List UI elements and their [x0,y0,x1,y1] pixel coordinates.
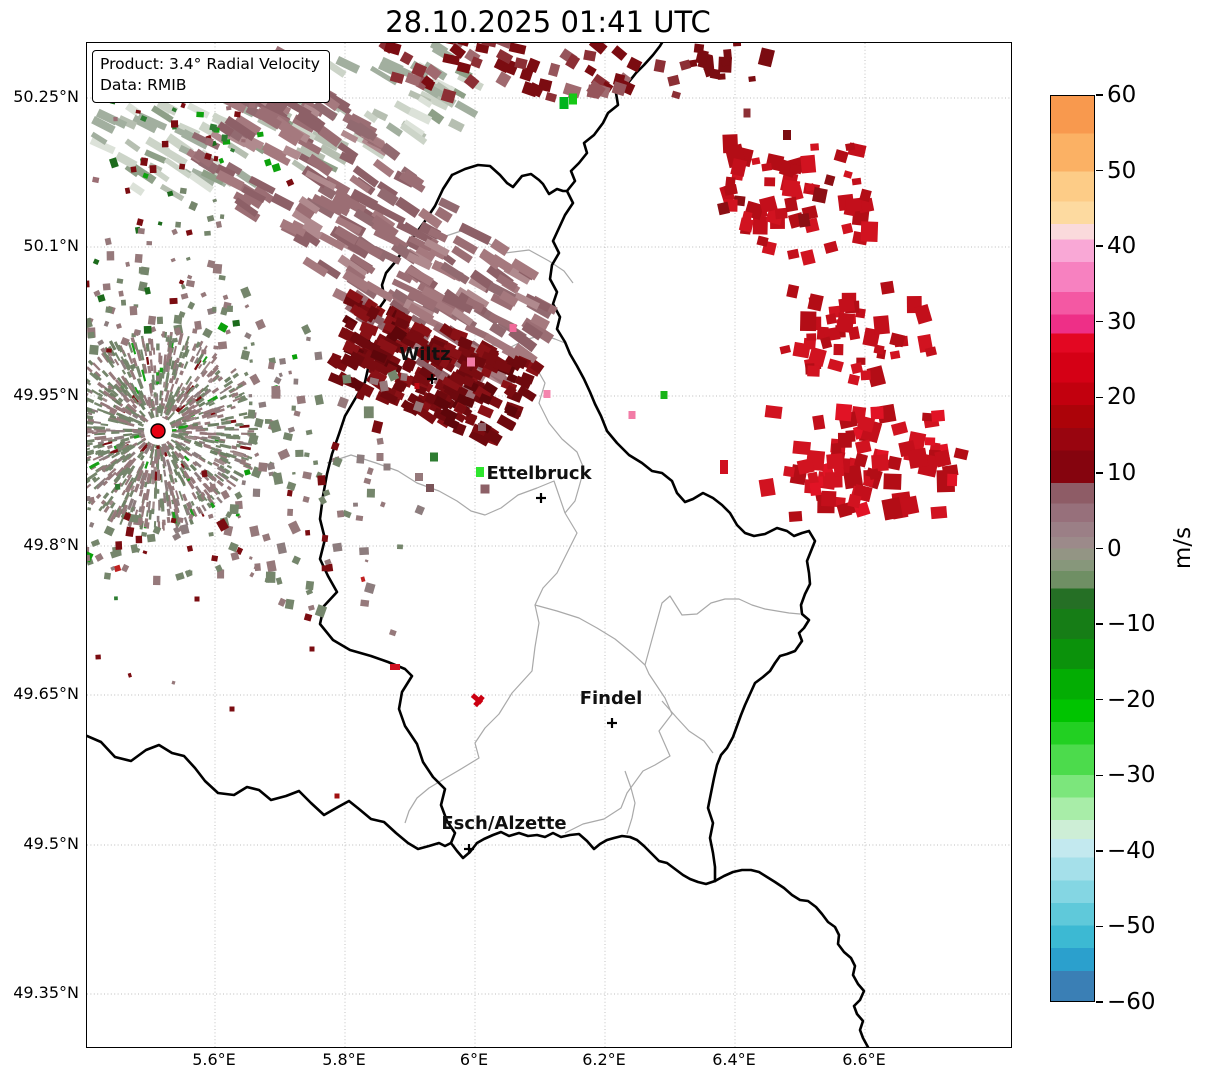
radar-cells-east-red-north [717,134,879,266]
y-tick-label: 49.35°N [13,983,79,1002]
colorbar-tick-mark [1096,1001,1103,1003]
figure-title: 28.10.2025 01:41 UTC [385,5,711,39]
map-canvas: Wiltz Ettelbruck Findel Esch/Alzette [87,43,1011,1047]
city-label: Ettelbruck [486,463,592,484]
x-tick-label: 5.8°E [322,1050,366,1069]
colorbar-tick-label: 0 [1107,535,1122,562]
colorbar-unit-label: m/s [1170,526,1196,570]
colorbar-tick-mark [1096,245,1103,247]
colorbar-tick-mark [1096,472,1103,474]
radar-cells-east-red-mid [779,280,938,388]
city-marker [427,374,437,384]
radar-cells-clutter-halo [87,253,341,586]
product-label: Product: 3.4° Radial Velocity [100,55,320,73]
radar-cells-west-sparse [87,187,241,337]
country-borders [87,43,870,1047]
y-tick-label: 50.25°N [13,87,79,106]
colorbar-tick-label: −30 [1107,762,1156,789]
y-tick-label: 49.95°N [13,385,79,404]
colorbar-tick-label: −50 [1107,913,1156,940]
colorbar-tick-mark [1096,547,1103,550]
x-tick-label: 6.2°E [582,1050,626,1069]
city-label: Wiltz [399,344,450,365]
colorbar-tick-mark [1096,925,1103,928]
city-marker [536,493,546,503]
colorbar-tick-label: −60 [1107,989,1156,1015]
x-tick-label: 6°E [459,1050,489,1069]
radar-cells-east-red-south [758,403,969,522]
radar-site-marker [144,417,172,445]
city-annotations: Wiltz Ettelbruck Findel Esch/Alzette [399,344,642,854]
radar-cells-ne-top-cluster [653,43,775,100]
city-label: Findel [580,688,643,709]
colorbar-tick-mark [1096,94,1103,96]
city-marker [464,844,474,854]
x-tick-label: 6.4°E [712,1050,756,1069]
colorbar-tick-label: −10 [1107,611,1156,638]
colorbar-tick-mark [1096,698,1103,701]
y-tick-label: 50.1°N [23,236,79,255]
colorbar-tick-label: 50 [1107,157,1137,184]
colorbar-tick-label: 10 [1107,459,1137,486]
radar-cells-nw-pale-band [89,43,484,202]
y-tick-label: 49.5°N [23,834,79,853]
colorbar-tick-mark [1096,396,1103,399]
radar-cells-top-maroon-band [378,43,643,104]
colorbar-tick-mark [1096,623,1103,625]
colorbar-tick-mark [1096,321,1103,323]
radar-velocity-cells [87,43,969,799]
city-marker [607,718,617,728]
velocity-colorbar [1050,95,1095,1002]
x-tick-label: 6.6°E [842,1050,886,1069]
y-tick-label: 49.65°N [13,684,79,703]
colorbar-tick-label: 60 [1107,82,1137,108]
colorbar-tick-mark [1096,850,1103,852]
colorbar-tick-label: −40 [1107,837,1156,864]
product-info-box: Product: 3.4° Radial Velocity Data: RMIB [92,50,330,103]
colorbar-tick-label: 30 [1107,308,1137,335]
y-tick-label: 49.8°N [23,535,79,554]
colorbar-tick-label: −20 [1107,686,1156,713]
colorbar-tick-label: 40 [1107,233,1137,260]
colorbar-tick-mark [1096,774,1103,776]
colorbar-tick-label: 20 [1107,384,1137,411]
radar-cells-southwest-sparse [95,469,397,685]
radar-cells-clutter-east-ext [258,369,425,618]
x-tick-label: 5.6°E [192,1050,236,1069]
data-source-label: Data: RMIB [100,76,187,95]
map-plot-area: Wiltz Ettelbruck Findel Esch/Alzette [86,42,1012,1048]
region-borders [326,230,801,835]
radar-cells-clutter-starburst [87,331,258,531]
colorbar-tick-mark [1096,169,1103,172]
city-label: Esch/Alzette [441,813,566,834]
